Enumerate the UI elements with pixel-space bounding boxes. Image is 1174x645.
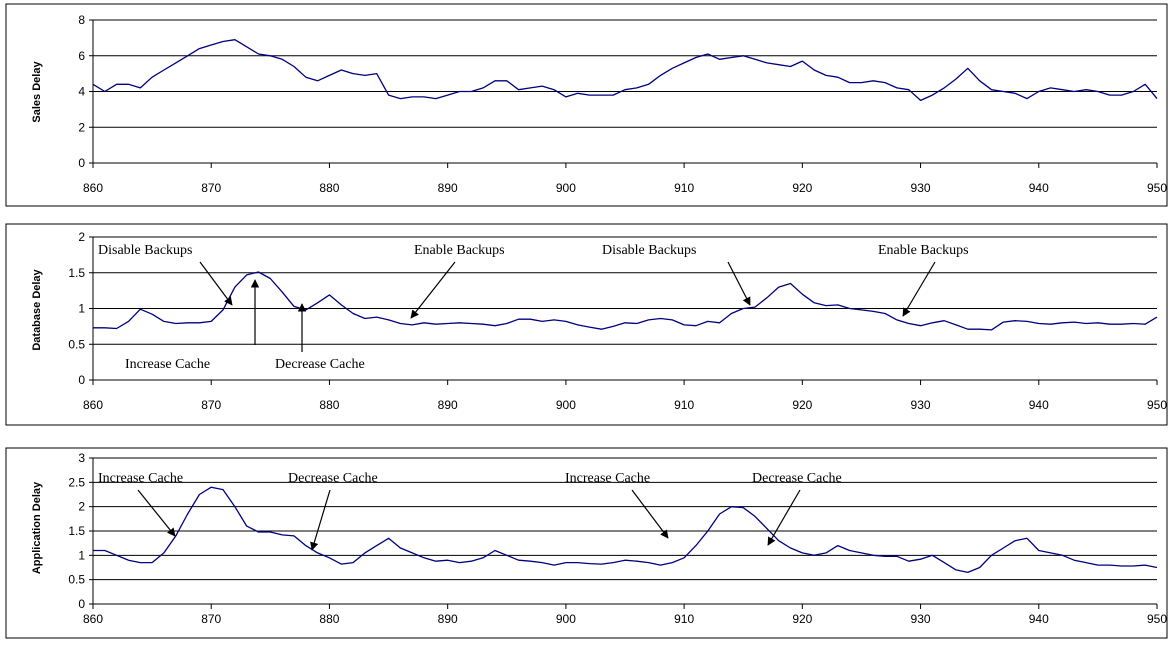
- database-delay-xtick-label: 880: [319, 398, 339, 412]
- sales-delay-xtick-label: 890: [438, 181, 458, 195]
- application-delay-ytick-label: 1: [78, 548, 85, 562]
- application-delay-xtick-label: 880: [319, 612, 339, 626]
- database-delay-annotation-label: Decrease Cache: [275, 357, 365, 372]
- application-delay-ytick-label: 2: [78, 500, 85, 514]
- sales-delay-xtick-label: 900: [556, 181, 576, 195]
- database-delay-annotation-arrow: [410, 261, 456, 319]
- database-delay-xtick-label: 920: [792, 398, 812, 412]
- database-delay-series-line: [93, 271, 1158, 331]
- application-delay-annotation-arrow: [767, 489, 801, 546]
- sales-delay-xtick-label: 950: [1147, 181, 1167, 195]
- database-delay-ytick-label: 2: [78, 230, 85, 244]
- database-delay-annotation-label: Disable Backups: [98, 243, 192, 258]
- database-delay-annotation-arrow: [199, 261, 233, 306]
- application-delay-ytick-label: 2.5: [68, 475, 85, 489]
- sales-delay-frame: [5, 3, 1168, 207]
- database-delay-ytick-label: 0.5: [68, 337, 85, 351]
- application-delay-annotation-label: Increase Cache: [98, 471, 183, 486]
- application-delay-xtick-label: 920: [792, 612, 812, 626]
- database-delay-xtick-label: 860: [83, 398, 103, 412]
- application-delay-annotation-label: Decrease Cache: [752, 471, 842, 486]
- sales-delay-xtick-label: 940: [1029, 181, 1049, 195]
- application-delay-xtick-label: 900: [556, 612, 576, 626]
- database-delay-annotation-label: Increase Cache: [125, 357, 210, 372]
- sales-delay-xtick-label: 870: [201, 181, 221, 195]
- database-delay-xtick-label: 940: [1029, 398, 1049, 412]
- sales-delay-panel: Sales Delay 0 2 4 6 8 860 870 880 890 900 910 920 93…: [5, 3, 1168, 207]
- application-delay-panel: Application Delay 0 0.5 1 1.5 2 2.5 3 860 870 880…: [5, 447, 1168, 639]
- application-delay-ytick-label: 0: [78, 597, 85, 611]
- application-delay-annotation-arrow: [310, 489, 331, 551]
- database-delay-annotation-label: Enable Backups: [878, 243, 969, 258]
- sales-delay-ytick-label: 2: [78, 120, 85, 134]
- sales-delay-ytick-label: 6: [78, 49, 85, 63]
- database-delay-xtick-label: 870: [201, 398, 221, 412]
- application-delay-xtick-label: 930: [911, 612, 931, 626]
- database-delay-annotation-label: Disable Backups: [602, 243, 696, 258]
- application-delay-xtick-label: 940: [1029, 612, 1049, 626]
- sales-delay-xtick-label: 880: [319, 181, 339, 195]
- sales-delay-xtick-label: 920: [792, 181, 812, 195]
- sales-delay-series-line: [92, 39, 1158, 102]
- application-delay-annotation-arrow: [137, 489, 176, 537]
- sales-delay-xtick-label: 860: [83, 181, 103, 195]
- database-delay-annotation-label: Enable Backups: [414, 243, 505, 258]
- sales-delay-ytick-label: 4: [78, 85, 85, 99]
- database-delay-ytick-label: 1: [78, 302, 85, 316]
- database-delay-annotation-arrow: [902, 261, 936, 317]
- application-delay-series-line: [93, 486, 1158, 574]
- database-delay-panel: Database Delay 0 0.5 1 1.5 2 860 870 880 890 900 9…: [5, 223, 1168, 426]
- database-delay-xtick-label: 900: [556, 398, 576, 412]
- application-delay-xtick-label: 950: [1147, 612, 1167, 626]
- database-delay-xtick-label: 910: [674, 398, 694, 412]
- application-delay-ylabel: Application Delay: [31, 481, 43, 574]
- database-delay-xtick-label: 930: [911, 398, 931, 412]
- application-delay-annotation-label: Decrease Cache: [288, 471, 378, 486]
- database-delay-frame: [5, 223, 1168, 426]
- sales-delay-ytick-label: 8: [78, 13, 85, 27]
- application-delay-ytick-label: 0.5: [68, 573, 85, 587]
- application-delay-xtick-label: 910: [674, 612, 694, 626]
- application-delay-annotation-arrow: [631, 489, 669, 539]
- application-delay-ytick-label: 1.5: [68, 524, 85, 538]
- application-delay-ytick-label: 3: [78, 451, 85, 465]
- database-delay-ylabel: Database Delay: [31, 268, 43, 350]
- sales-delay-ytick-label: 0: [78, 156, 85, 170]
- sales-delay-xtick-label: 930: [911, 181, 931, 195]
- database-delay-annotation-arrow: [727, 261, 751, 306]
- database-delay-xtick-label: 890: [438, 398, 458, 412]
- database-delay-ytick-label: 1.5: [68, 266, 85, 280]
- application-delay-frame: [5, 447, 1168, 639]
- application-delay-xtick-label: 890: [438, 612, 458, 626]
- application-delay-xtick-label: 860: [83, 612, 103, 626]
- application-delay-xtick-label: 870: [201, 612, 221, 626]
- database-delay-ytick-label: 0: [78, 373, 85, 387]
- sales-delay-ylabel: Sales Delay: [31, 61, 43, 123]
- database-delay-xtick-label: 950: [1147, 398, 1167, 412]
- sales-delay-xtick-label: 910: [674, 181, 694, 195]
- application-delay-annotation-label: Increase Cache: [565, 471, 650, 486]
